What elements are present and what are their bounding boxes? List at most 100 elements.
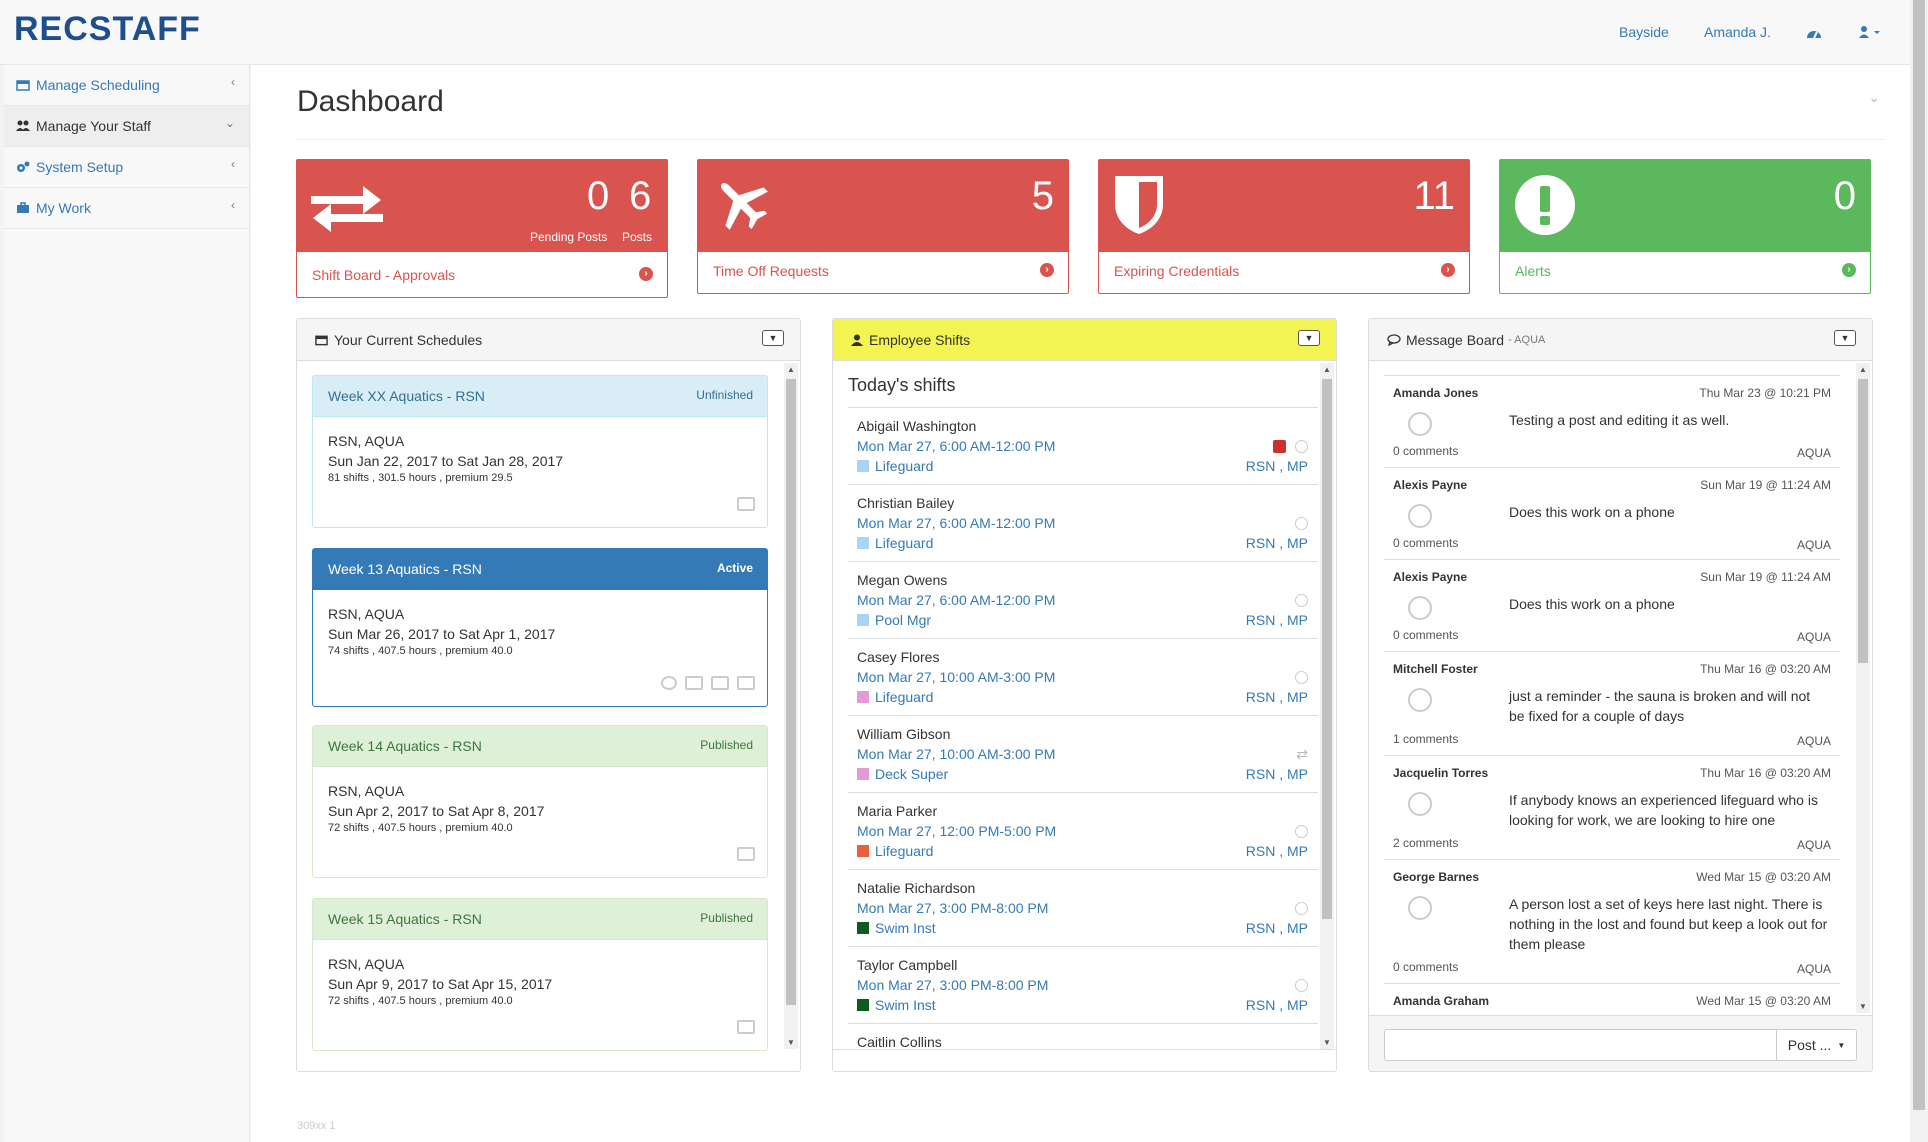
shift-item[interactable]: Maria Parker Mon Mar 27, 12:00 PM-5:00 P… — [848, 792, 1318, 869]
shift-time[interactable]: Mon Mar 27, 10:00 AM-3:00 PM — [857, 669, 1056, 685]
table-icon[interactable] — [711, 676, 729, 690]
schedule-card[interactable]: Week 13 Aquatics - RSN Active RSN, AQUA … — [312, 548, 768, 707]
globe-icon[interactable] — [1295, 902, 1308, 915]
globe-icon[interactable] — [1295, 440, 1308, 453]
tile-footer-link[interactable]: Alerts › — [1500, 249, 1870, 293]
publish-icon[interactable] — [737, 847, 755, 861]
panel-scrollbar[interactable]: ▲ ▼ — [784, 363, 798, 1049]
panel-scrollbar[interactable]: ▲ ▼ — [1320, 363, 1334, 1049]
globe-icon[interactable] — [1295, 825, 1308, 838]
page-scroll-thumb[interactable] — [1913, 0, 1925, 1110]
sidebar-item-system-setup[interactable]: System Setup ‹ — [4, 147, 249, 188]
panel-dropdown-toggle[interactable]: ▼ — [1834, 330, 1856, 346]
location-link[interactable]: Bayside — [1619, 24, 1669, 40]
shift-item[interactable]: Caitlin Collins — [848, 1023, 1318, 1051]
panel-dropdown-toggle[interactable]: ▼ — [1298, 330, 1320, 346]
shift-role[interactable]: Lifeguard — [875, 843, 934, 859]
shift-time[interactable]: Mon Mar 27, 6:00 AM-12:00 PM — [857, 515, 1056, 531]
tile-footer-link[interactable]: Expiring Credentials › — [1099, 249, 1469, 293]
list-icon[interactable] — [685, 676, 703, 690]
shift-role[interactable]: Swim Inst — [875, 920, 936, 936]
shift-item[interactable]: Megan Owens Mon Mar 27, 6:00 AM-12:00 PM… — [848, 561, 1318, 638]
publish-icon[interactable] — [737, 676, 755, 690]
panel-dropdown-toggle[interactable]: ▼ — [762, 330, 784, 346]
scroll-thumb[interactable] — [786, 379, 796, 1005]
shift-role[interactable]: Lifeguard — [875, 689, 934, 705]
shift-location[interactable]: RSN , MP — [1245, 766, 1308, 782]
shift-time[interactable]: Mon Mar 27, 6:00 AM-12:00 PM — [857, 438, 1056, 454]
scroll-down-icon[interactable]: ▼ — [1323, 1038, 1331, 1047]
shift-item[interactable]: Casey Flores Mon Mar 27, 10:00 AM-3:00 P… — [848, 638, 1318, 715]
shift-location[interactable]: RSN , MP — [1245, 920, 1308, 936]
globe-icon[interactable] — [1295, 979, 1308, 992]
export-icon[interactable] — [1273, 440, 1286, 453]
globe-icon[interactable] — [1295, 671, 1308, 684]
message-item[interactable]: Alexis Payne Sun Mar 19 @ 11:24 AM Does … — [1384, 560, 1840, 652]
message-comments-link[interactable]: 0 comments — [1393, 536, 1459, 550]
tile-footer-link[interactable]: Shift Board - Approvals › — [297, 253, 667, 297]
user-name-link[interactable]: Amanda J. — [1704, 24, 1771, 40]
shift-role[interactable]: Pool Mgr — [875, 612, 932, 628]
shift-time[interactable]: Mon Mar 27, 6:00 AM-12:00 PM — [857, 592, 1056, 608]
message-post-input[interactable] — [1384, 1029, 1777, 1061]
shift-role[interactable]: Lifeguard — [875, 458, 934, 474]
panel-scrollbar[interactable]: ▲ ▼ — [1856, 363, 1870, 1013]
scroll-up-icon[interactable]: ▲ — [1859, 365, 1867, 374]
message-comments-link[interactable]: 0 comments — [1393, 960, 1459, 974]
scroll-up-icon[interactable]: ▲ — [787, 365, 795, 374]
shift-location[interactable]: RSN , MP — [1245, 843, 1308, 859]
message-comments-link[interactable]: 0 comments — [1393, 628, 1459, 642]
post-button[interactable]: Post ... ▼ — [1777, 1029, 1857, 1061]
chevron-down-icon[interactable]: ⌄ — [1868, 89, 1880, 105]
shift-location[interactable]: RSN , MP — [1245, 689, 1308, 705]
publish-icon[interactable] — [737, 1020, 755, 1034]
scroll-up-icon[interactable]: ▲ — [1323, 365, 1331, 374]
globe-icon[interactable] — [661, 676, 677, 690]
sidebar-item-manage-staff[interactable]: Manage Your Staff ⌄ — [4, 106, 249, 147]
shift-item[interactable]: William Gibson Mon Mar 27, 10:00 AM-3:00… — [848, 715, 1318, 792]
shift-item[interactable]: Taylor Campbell Mon Mar 27, 3:00 PM-8:00… — [848, 946, 1318, 1023]
shift-time[interactable]: Mon Mar 27, 3:00 PM-8:00 PM — [857, 900, 1049, 916]
globe-icon[interactable] — [1295, 517, 1308, 530]
user-menu-toggle[interactable] — [1858, 25, 1886, 42]
shift-item[interactable]: Natalie Richardson Mon Mar 27, 3:00 PM-8… — [848, 869, 1318, 946]
shift-role[interactable]: Swim Inst — [875, 997, 936, 1013]
schedule-card[interactable]: Week XX Aquatics - RSN Unfinished RSN, A… — [312, 375, 768, 528]
sidebar-item-my-work[interactable]: My Work ‹ — [4, 188, 249, 229]
scroll-thumb[interactable] — [1322, 379, 1332, 919]
globe-icon[interactable] — [1295, 594, 1308, 607]
message-item[interactable]: Amanda Jones Thu Mar 23 @ 10:21 PM Testi… — [1384, 376, 1840, 468]
scroll-down-icon[interactable]: ▼ — [1859, 1002, 1867, 1011]
dashboard-icon[interactable] — [1806, 26, 1822, 43]
message-comments-link[interactable]: 1 comments — [1393, 732, 1459, 746]
message-comments-link[interactable]: 0 comments — [1393, 444, 1459, 458]
shift-location[interactable]: RSN , MP — [1245, 535, 1308, 551]
message-item[interactable]: Amanda Graham Wed Mar 15 @ 03:20 AM — [1384, 984, 1840, 1020]
shift-location[interactable]: RSN , MP — [1245, 458, 1308, 474]
shift-location[interactable]: RSN , MP — [1245, 997, 1308, 1013]
message-item[interactable]: Mitchell Foster Thu Mar 16 @ 03:20 AM ju… — [1384, 652, 1840, 756]
message-item[interactable]: Alexis Payne Sun Mar 19 @ 11:24 AM Does … — [1384, 468, 1840, 560]
message-item[interactable]: George Barnes Wed Mar 15 @ 03:20 AM A pe… — [1384, 860, 1840, 984]
shift-role[interactable]: Deck Super — [875, 766, 949, 782]
shift-role[interactable]: Lifeguard — [875, 535, 934, 551]
message-item[interactable]: Jacquelin Torres Thu Mar 16 @ 03:20 AM I… — [1384, 756, 1840, 860]
scroll-thumb[interactable] — [1858, 379, 1868, 663]
schedule-card[interactable]: Week 15 Aquatics - RSN Published RSN, AQ… — [312, 898, 768, 1051]
exchange-icon[interactable]: ⇄ — [1296, 746, 1308, 762]
message-comments-link[interactable]: 2 comments — [1393, 836, 1459, 850]
shift-location[interactable]: RSN , MP — [1245, 612, 1308, 628]
shift-time[interactable]: Mon Mar 27, 12:00 PM-5:00 PM — [857, 823, 1057, 839]
panel-title: Message Board — [1406, 331, 1505, 348]
scroll-down-icon[interactable]: ▼ — [787, 1038, 795, 1047]
page-scrollbar[interactable] — [1910, 0, 1928, 1142]
publish-icon[interactable] — [737, 497, 755, 511]
shift-time[interactable]: Mon Mar 27, 10:00 AM-3:00 PM — [857, 746, 1056, 762]
shift-time[interactable]: Mon Mar 27, 3:00 PM-8:00 PM — [857, 977, 1049, 993]
shift-item[interactable]: Christian Bailey Mon Mar 27, 6:00 AM-12:… — [848, 484, 1318, 561]
tile-footer-link[interactable]: Time Off Requests › — [698, 249, 1068, 293]
shift-item[interactable]: Abigail Washington Mon Mar 27, 6:00 AM-1… — [848, 407, 1318, 484]
sidebar-item-manage-scheduling[interactable]: Manage Scheduling ‹ — [4, 65, 249, 106]
schedule-card[interactable]: Week 14 Aquatics - RSN Published RSN, AQ… — [312, 725, 768, 878]
app-logo[interactable]: RECSTAFF — [14, 10, 201, 48]
